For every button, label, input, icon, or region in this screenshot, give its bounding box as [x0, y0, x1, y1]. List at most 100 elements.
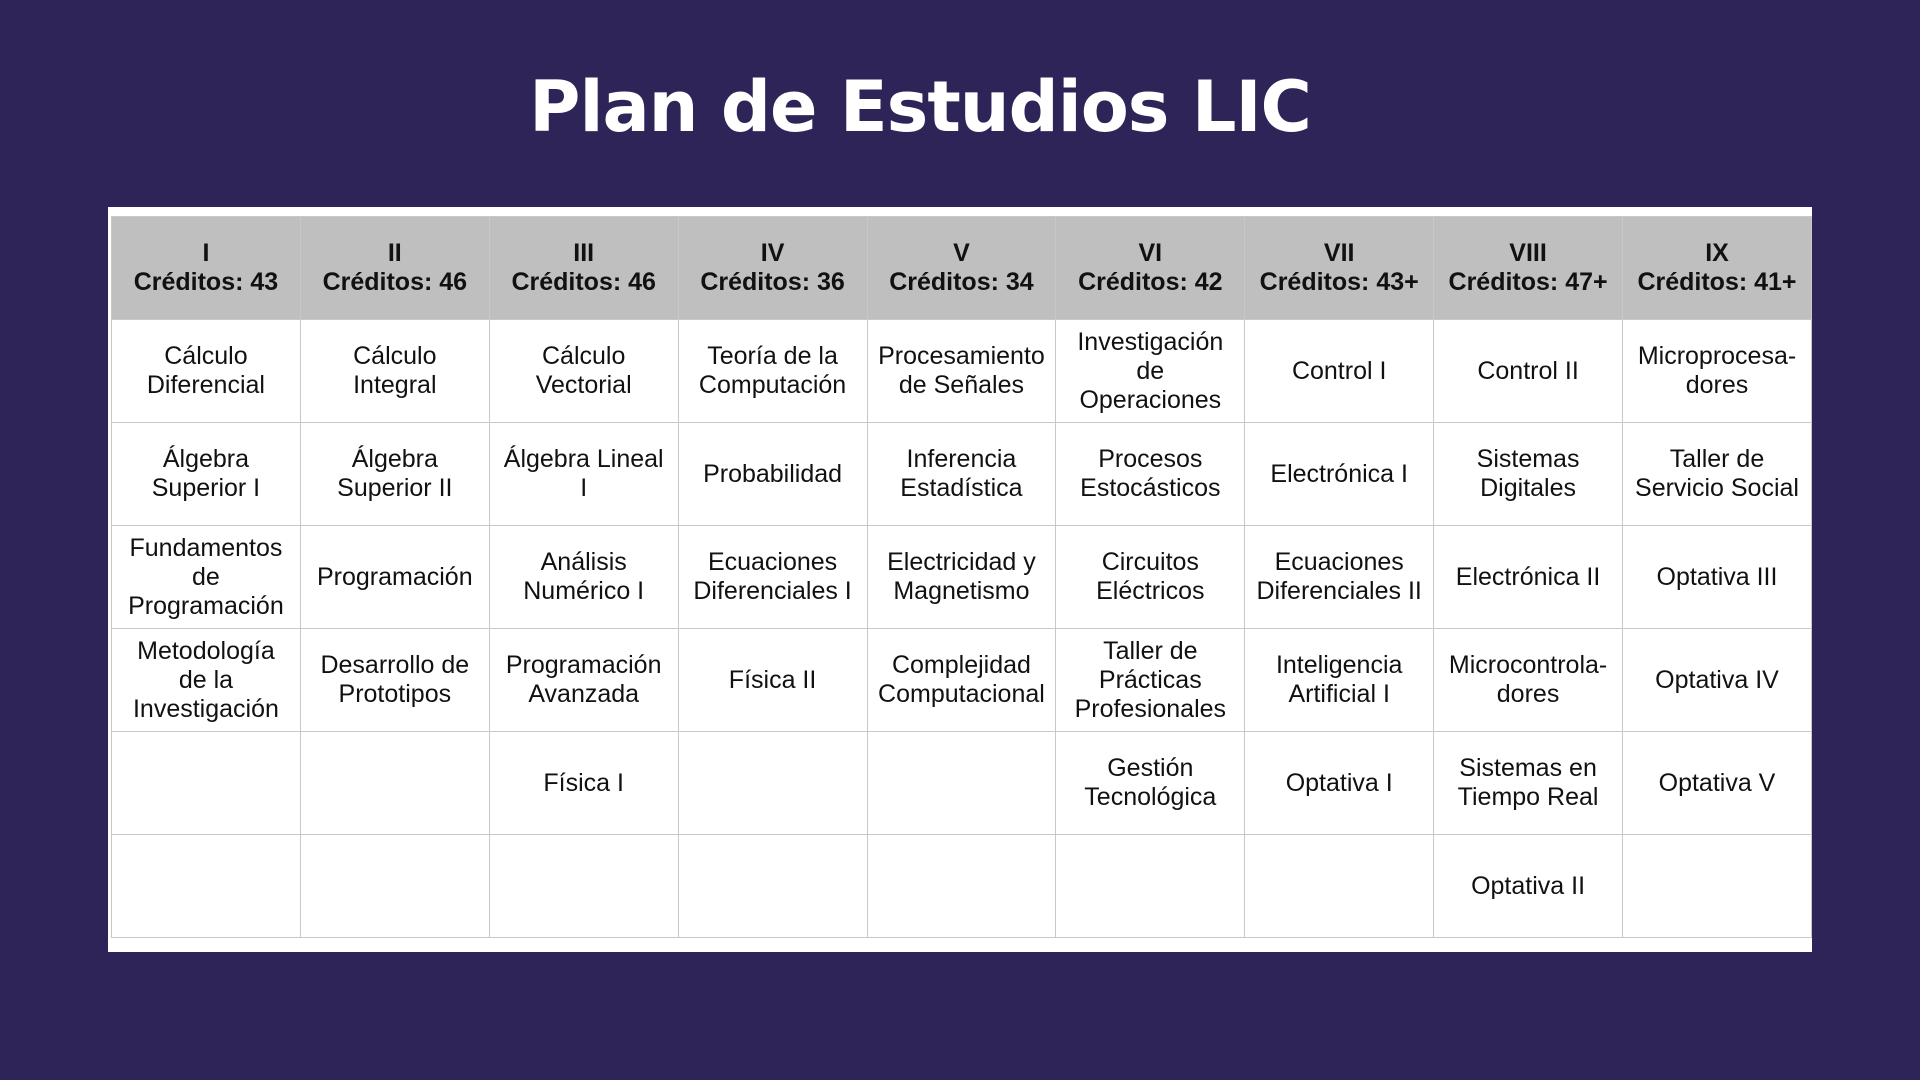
semester-header: VII Créditos: 43+ [1244, 216, 1435, 320]
course-cell [299, 731, 490, 835]
semester-label: IV [760, 239, 785, 267]
course-name: Álgebra Superior I [151, 445, 261, 502]
course-cell: Investigación de Operaciones [1055, 319, 1246, 423]
course-name: Taller de Prácticas Profesionales [1074, 636, 1227, 723]
course-name: Programación Avanzada [505, 651, 662, 708]
course-cell [299, 834, 490, 938]
course-cell: Microprocesa- dores [1622, 319, 1812, 423]
semester-credits: Créditos: 46 [322, 268, 468, 296]
course-cell [1244, 834, 1435, 938]
course-cell: Procesamiento de Señales [866, 319, 1057, 423]
course-name: Sistemas Digitales [1476, 445, 1580, 502]
course-cell: Taller de Prácticas Profesionales [1055, 628, 1246, 732]
course-name: Álgebra Superior II [337, 445, 453, 502]
semester-label: V [953, 239, 970, 267]
course-cell: Ecuaciones Diferenciales II [1244, 525, 1435, 629]
semester-header: VIII Créditos: 47+ [1433, 216, 1623, 320]
course-cell: Álgebra Superior II [299, 422, 490, 526]
course-name: Optativa II [1471, 871, 1586, 900]
semester-credits: Créditos: 42 [1078, 268, 1223, 296]
table-body: Cálculo Diferencial Cálculo Integral Cálcu… [111, 319, 1812, 938]
course-name: Electrónica II [1455, 562, 1601, 591]
course-cell [488, 834, 679, 938]
course-cell: Metodología de la Investigación [111, 628, 301, 732]
course-name: Ecuaciones Diferenciales I [693, 548, 852, 605]
course-name: Programación [316, 562, 473, 591]
course-cell: Complejidad Computacional [866, 628, 1057, 732]
semester-label: IX [1705, 239, 1729, 267]
course-cell: Cálculo Integral [299, 319, 490, 423]
course-name: Control II [1477, 356, 1579, 385]
semester-header: III Créditos: 46 [488, 216, 679, 320]
course-cell: Control I [1244, 319, 1435, 423]
semester-header: V Créditos: 34 [866, 216, 1057, 320]
semester-label: I [202, 239, 210, 267]
course-name: Optativa I [1285, 768, 1393, 797]
course-name: Electrónica I [1270, 459, 1408, 488]
course-name: Probabilidad [703, 459, 843, 488]
course-cell: Procesos Estocásticos [1055, 422, 1246, 526]
course-name: Microcontrola- dores [1448, 651, 1608, 708]
course-name: Complejidad Computacional [878, 651, 1045, 708]
course-cell: Programación [299, 525, 490, 629]
semester-label: III [573, 239, 595, 267]
semester-header: IV Créditos: 36 [677, 216, 868, 320]
curriculum-table-frame: I Créditos: 43 II Créditos: 46 III Créditos: … [108, 207, 1812, 952]
course-name: Optativa IV [1655, 665, 1779, 694]
course-name: Fundamentos de Programación [128, 533, 284, 620]
course-name: Microprocesa- dores [1637, 342, 1797, 399]
course-cell: Electrónica I [1244, 422, 1435, 526]
course-name: Optativa III [1656, 562, 1778, 591]
course-name: Taller de Servicio Social [1635, 445, 1799, 502]
course-name: Teoría de la Computación [698, 342, 847, 399]
course-name: Gestión Tecnológica [1084, 754, 1217, 811]
course-cell: Física II [677, 628, 868, 732]
semester-credits: Créditos: 43 [133, 268, 279, 296]
course-name: Investigación de Operaciones [1077, 327, 1224, 414]
course-cell: Inteligencia Artificial I [1244, 628, 1435, 732]
course-name: Desarrollo de Prototipos [320, 651, 470, 708]
course-name: Circuitos Eléctricos [1096, 548, 1205, 605]
course-name: Ecuaciones Diferenciales II [1256, 548, 1422, 605]
semester-label: VII [1323, 239, 1355, 267]
semester-credits: Créditos: 41+ [1637, 268, 1797, 296]
course-cell: Álgebra Superior I [111, 422, 301, 526]
course-cell: Probabilidad [677, 422, 868, 526]
course-name: Sistemas en Tiempo Real [1457, 754, 1599, 811]
semester-credits: Créditos: 34 [889, 268, 1034, 296]
curriculum-table: I Créditos: 43 II Créditos: 46 III Créditos: … [111, 216, 1812, 938]
course-cell: Control II [1433, 319, 1623, 423]
course-cell [677, 834, 868, 938]
course-cell: Electrónica II [1433, 525, 1623, 629]
course-name: Física II [728, 665, 817, 694]
semester-header: VI Créditos: 42 [1055, 216, 1246, 320]
table-row: Metodología de la Investigación Desarroll… [111, 628, 1812, 732]
course-cell: Gestión Tecnológica [1055, 731, 1246, 835]
course-cell [866, 834, 1057, 938]
table-row: Optativa II [111, 834, 1812, 938]
course-cell: Programación Avanzada [488, 628, 679, 732]
course-cell: Sistemas Digitales [1433, 422, 1623, 526]
course-name: Electricidad y Magnetismo [887, 548, 1036, 605]
course-cell: Optativa III [1622, 525, 1812, 629]
semester-credits: Créditos: 36 [700, 268, 845, 296]
semester-label: VIII [1509, 239, 1547, 267]
course-cell: Optativa V [1622, 731, 1812, 835]
course-name: Análisis Numérico I [523, 548, 645, 605]
course-name: Cálculo Integral [353, 342, 437, 399]
page-title: Plan de Estudios LIC [529, 66, 1312, 148]
course-cell: Álgebra Lineal I [488, 422, 679, 526]
semester-credits: Créditos: 47+ [1448, 268, 1608, 296]
semester-credits: Créditos: 43+ [1259, 268, 1419, 296]
semester-header: II Créditos: 46 [299, 216, 490, 320]
course-name: Procesos Estocásticos [1080, 445, 1221, 502]
course-cell: Circuitos Eléctricos [1055, 525, 1246, 629]
course-cell: Teoría de la Computación [677, 319, 868, 423]
course-name: Álgebra Lineal I [503, 445, 664, 502]
course-name: Procesamiento de Señales [878, 342, 1045, 399]
course-cell [1622, 834, 1812, 938]
course-cell: Cálculo Diferencial [111, 319, 301, 423]
course-name: Inteligencia Artificial I [1275, 651, 1403, 708]
course-cell: Optativa IV [1622, 628, 1812, 732]
course-name: Inferencia Estadística [900, 445, 1023, 502]
